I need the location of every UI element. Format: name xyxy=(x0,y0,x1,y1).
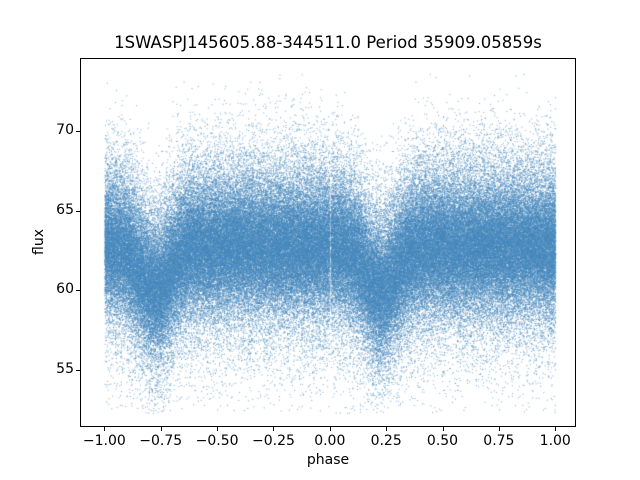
x-tick-mark xyxy=(104,427,106,431)
y-tick-label: 60 xyxy=(56,281,74,298)
x-tick-label: −1.00 xyxy=(82,433,126,449)
x-tick-label: −0.75 xyxy=(139,433,183,449)
chart-title: 1SWASPJ145605.88-344511.0 Period 35909.0… xyxy=(114,33,542,52)
x-tick-mark xyxy=(555,427,557,431)
x-tick-label: −0.50 xyxy=(195,433,239,449)
y-tick-label: 65 xyxy=(56,201,74,218)
x-tick-label: 0.75 xyxy=(483,433,515,449)
y-tick-mark xyxy=(76,130,80,132)
x-tick-label: −0.25 xyxy=(251,433,295,449)
x-tick-label: 0.50 xyxy=(426,433,459,449)
x-tick-mark xyxy=(386,427,388,431)
y-tick-mark xyxy=(76,290,80,292)
y-tick-label: 70 xyxy=(56,121,74,138)
x-tick-mark xyxy=(329,427,331,431)
x-tick-label: 0.00 xyxy=(314,433,346,449)
x-tick-label: 0.25 xyxy=(370,433,402,449)
x-tick-mark xyxy=(160,427,162,431)
x-tick-mark xyxy=(442,427,444,431)
y-tick-mark xyxy=(76,210,80,212)
y-axis-label: flux xyxy=(31,229,47,255)
x-tick-mark xyxy=(273,427,275,431)
scatter-plot-canvas xyxy=(80,58,576,427)
y-tick-mark xyxy=(76,370,80,372)
y-tick-label: 55 xyxy=(56,361,74,378)
x-tick-mark xyxy=(217,427,219,431)
x-tick-label: 1.00 xyxy=(539,433,571,449)
x-tick-mark xyxy=(498,427,500,431)
x-axis-label: phase xyxy=(306,452,350,468)
